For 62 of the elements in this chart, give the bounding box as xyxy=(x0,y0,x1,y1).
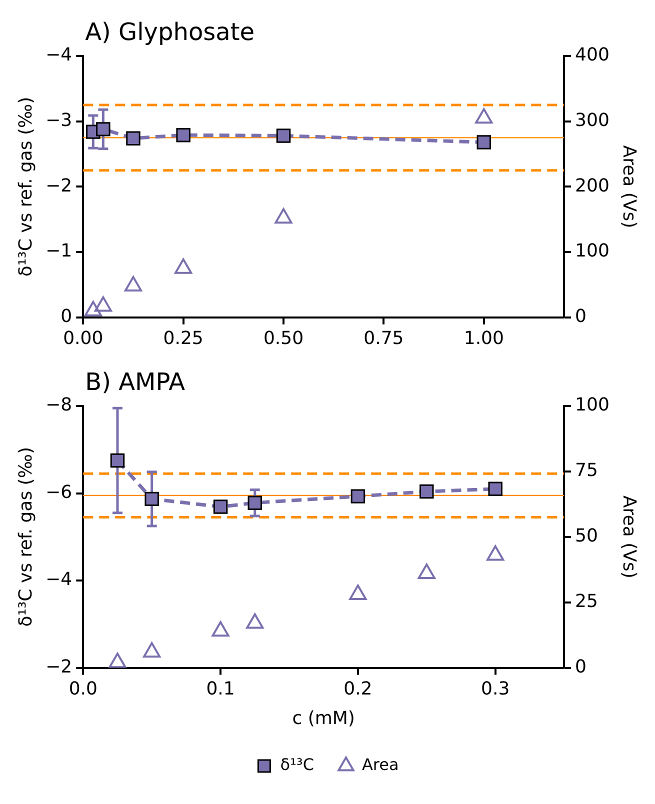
point xyxy=(276,128,291,143)
y-tick-label: −4 xyxy=(46,44,72,66)
legend-label: Area xyxy=(362,755,399,774)
point xyxy=(488,482,502,496)
y2-tick-label: 50 xyxy=(575,526,598,547)
point xyxy=(274,208,292,224)
point xyxy=(350,489,366,504)
point xyxy=(176,128,190,142)
point xyxy=(174,258,192,274)
y-tick-label: −8 xyxy=(46,394,72,416)
point xyxy=(248,496,262,510)
x-tick-label: 0.0 xyxy=(68,678,98,700)
y-tick-label: −2 xyxy=(46,656,72,678)
x-tick-label: 0.2 xyxy=(344,678,372,700)
point xyxy=(349,584,367,600)
x-tick-label: 0.3 xyxy=(481,678,510,700)
point xyxy=(418,564,436,580)
y2-tick-label: 25 xyxy=(575,591,598,612)
y2-axis-title: Area (Vs) xyxy=(618,145,640,228)
y-axis-title: δ¹³C vs ref. gas (‰) xyxy=(15,96,36,277)
y-tick-label: −6 xyxy=(46,482,72,503)
y-axis-title: δ¹³C vs ref. gas (‰) xyxy=(15,447,36,627)
x-tick-label: 0.1 xyxy=(206,678,235,700)
chart-title: B) AMPA xyxy=(85,368,186,396)
y2-tick-label: 100 xyxy=(575,394,610,416)
y-tick-label: −4 xyxy=(46,569,72,590)
x-tick-label: 1.00 xyxy=(464,328,504,349)
y2-tick-label: 300 xyxy=(575,110,610,132)
point xyxy=(110,453,125,468)
point xyxy=(126,131,140,146)
y2-tick-label: 75 xyxy=(575,460,598,482)
x-axis-title: c (mM) xyxy=(292,708,355,729)
point xyxy=(84,300,102,316)
point xyxy=(213,500,228,514)
x-tick-label: 0.75 xyxy=(364,328,404,349)
y-tick-label: −3 xyxy=(46,110,72,132)
chart-title: A) Glyphosate xyxy=(85,18,255,46)
x-tick-label: 0.00 xyxy=(63,328,104,349)
y2-tick-label: 200 xyxy=(575,175,610,196)
x-tick-label: 0.25 xyxy=(163,328,204,349)
point xyxy=(96,122,110,136)
y-tick-label: −1 xyxy=(46,240,72,262)
point xyxy=(124,276,142,292)
y-tick-label: 0 xyxy=(60,306,72,328)
point xyxy=(420,484,434,499)
point xyxy=(476,135,492,150)
x-tick-label: 0.50 xyxy=(263,328,304,349)
point xyxy=(212,621,230,637)
point xyxy=(108,652,126,668)
point xyxy=(94,296,112,312)
point xyxy=(475,108,493,124)
y2-tick-label: 100 xyxy=(575,240,610,262)
y2-tick-label: 0 xyxy=(575,306,586,328)
y2-tick-label: 400 xyxy=(575,44,610,66)
y2-tick-label: 0 xyxy=(575,656,586,678)
point xyxy=(486,545,504,561)
y2-axis-title: Area (Vs) xyxy=(618,495,640,578)
point xyxy=(143,642,161,658)
legend-label: δ¹³C xyxy=(280,755,314,774)
y-tick-label: −2 xyxy=(46,175,72,196)
point xyxy=(246,613,264,629)
point xyxy=(144,492,159,506)
